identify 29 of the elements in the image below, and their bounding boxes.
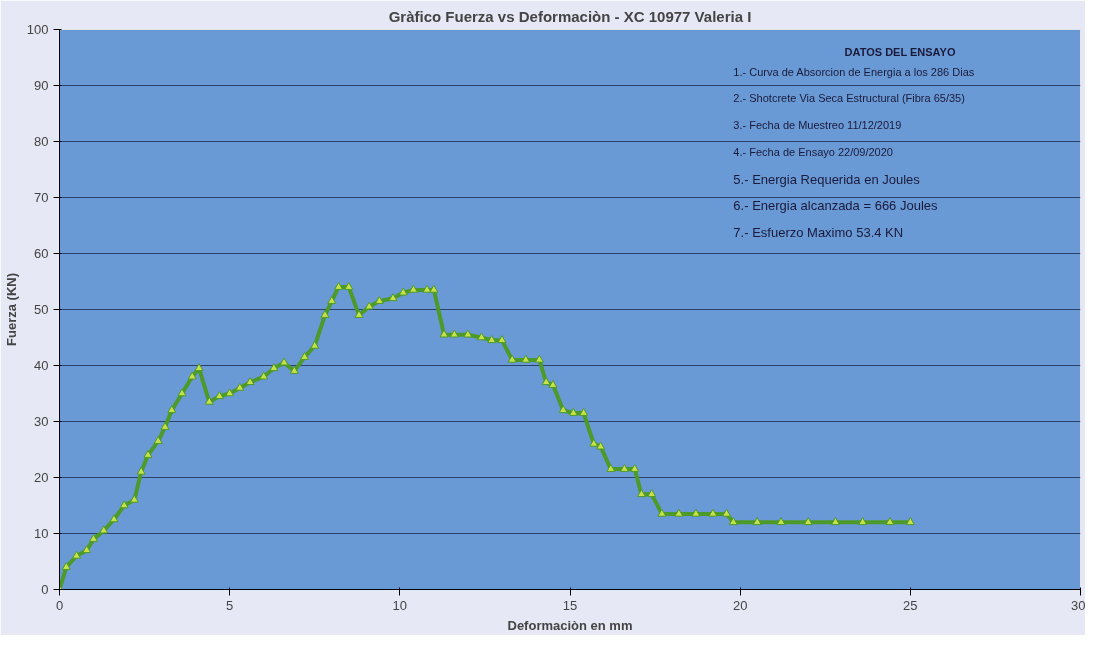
annotation: DATOS DEL ENSAYO [844,46,956,59]
y-tick-label: 30 [34,414,49,429]
x-axis-title: Deformaciòn en mm [507,617,633,633]
annotation: 2.- Shotcrete Via Seca Estructural (Fibra 65/35) [733,92,965,105]
x-tick-label: 5 [226,597,234,613]
y-tick-label: 60 [34,246,49,261]
annotation: 1.- Curva de Absorcion de Energia a los 286 Dias [733,65,975,78]
x-tick-label: 10 [392,597,408,613]
y-tick-label: 10 [34,526,49,541]
y-tick-label: 40 [34,358,49,373]
chart-title: Gràfico Fuerza vs Deformaciòn - XC 10977 Valeria I [388,7,752,25]
annotation: 4.- Fecha de Ensayo 22/09/2020 [733,146,893,159]
annotation: 5.- Energia Requerida en Joules [733,171,921,187]
y-tick-label: 80 [34,134,49,149]
annotation: 3.- Fecha de Muestreo 11/12/2019 [733,119,902,132]
x-tick-label: 30 [1071,597,1086,613]
y-tick-label: 50 [34,302,49,317]
y-tick-label: 0 [41,582,49,597]
y-tick-label: 90 [34,78,49,93]
x-tick-label: 0 [55,597,64,613]
annotation: 6.- Energia alcanzada = 666 Joules [733,198,939,214]
x-tick-label: 15 [562,597,578,613]
y-axis-title: Fuerza (KN) [3,273,19,346]
y-tick-label: 100 [26,22,49,37]
x-tick-label: 20 [732,597,748,613]
y-tick-label: 20 [34,470,49,485]
annotation: 7.- Esfuerzo Maximo 53.4 KN [733,225,904,241]
x-tick-label: 25 [903,597,918,613]
y-tick-label: 70 [34,190,49,205]
